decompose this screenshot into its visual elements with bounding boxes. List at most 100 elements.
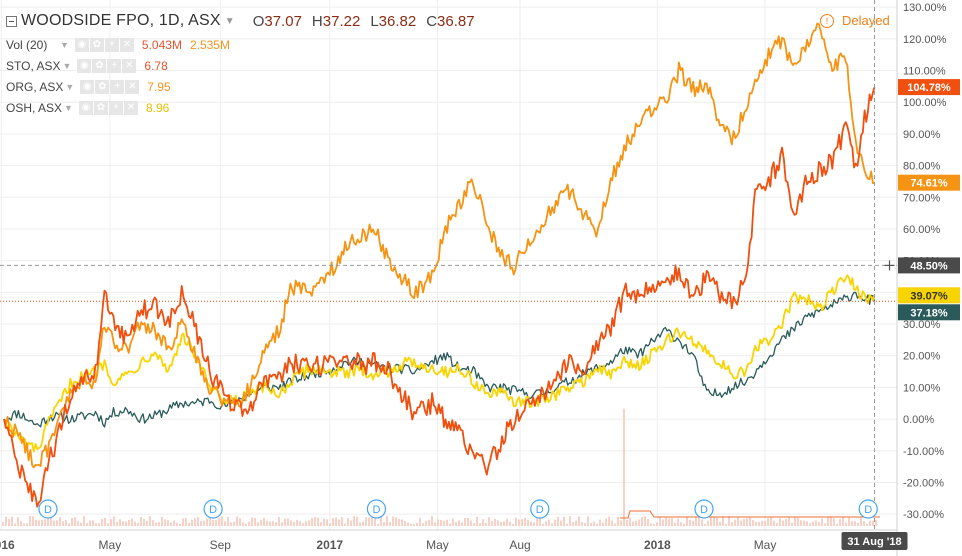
volume-bar [533, 522, 535, 526]
collapse-legend-icon[interactable] [6, 15, 17, 27]
price-badge-label: 104.78% [907, 82, 951, 94]
dividend-marker-label: D [700, 504, 708, 516]
eye-icon[interactable]: ◉ [77, 58, 92, 73]
volume-bar [818, 522, 820, 526]
volume-bar [404, 521, 406, 526]
series-line-sto[interactable] [3, 86, 876, 508]
volume-bar [149, 516, 151, 526]
close-icon[interactable]: ✕ [125, 79, 140, 94]
settings-icon[interactable]: ✿ [95, 79, 110, 94]
close-icon[interactable]: ✕ [122, 58, 137, 73]
dividend-marker-label: D [209, 504, 217, 516]
legend-row-value: 6.78 [144, 58, 168, 73]
volume-bar [497, 520, 499, 526]
plus-icon[interactable]: + [107, 58, 122, 73]
volume-bar [125, 521, 127, 526]
dividend-marker[interactable] [203, 499, 223, 519]
delayed-badge[interactable]: ! Delayed [820, 13, 890, 28]
volume-bar [578, 516, 580, 526]
volume-bar [143, 518, 145, 526]
volume-bar [686, 516, 688, 526]
settings-icon[interactable]: ✿ [89, 37, 104, 52]
volume-bar [362, 521, 364, 526]
volume-bar [704, 523, 706, 526]
settings-icon[interactable]: ✿ [92, 58, 107, 73]
main-symbol-row: WOODSIDE FPO, 1D, ASX ▼ O37.07 H37.22 L3… [6, 8, 485, 34]
volume-bar [488, 517, 490, 526]
series-line-osh[interactable] [3, 274, 876, 453]
volume-bar [245, 523, 247, 526]
x-tick-label: 2017 [316, 538, 343, 552]
volume-bar [539, 517, 541, 526]
dividend-marker-label: D [372, 504, 380, 516]
volume-bar [677, 518, 679, 526]
chevron-down-icon[interactable]: ▼ [60, 39, 69, 50]
volume-bar [467, 518, 469, 526]
plus-icon[interactable]: + [110, 79, 125, 94]
y-tick-label: 30.00% [903, 319, 941, 331]
volume-bar [86, 523, 88, 526]
volume-bar [566, 523, 568, 526]
volume-bar [803, 520, 805, 526]
volume-bar [755, 521, 757, 526]
eye-icon[interactable]: ◉ [80, 79, 95, 94]
volume-bar [155, 522, 157, 526]
dividend-marker[interactable] [38, 499, 58, 519]
volume-bar [710, 517, 712, 526]
volume-bar [593, 521, 595, 526]
volume-bar [836, 523, 838, 526]
volume-bar [659, 516, 661, 526]
legend-row[interactable]: ORG, ASX ▼ ◉ ✿ + ✕ 7.95 [6, 76, 485, 97]
chevron-down-icon[interactable]: ▼ [62, 60, 72, 71]
legend-row-name: STO, ASX [6, 58, 61, 73]
volume-bar [635, 520, 637, 526]
volume-bar [98, 523, 100, 526]
volume-bar [707, 520, 709, 526]
volume-bar [848, 517, 850, 526]
eye-icon[interactable]: ◉ [74, 37, 89, 52]
dividend-marker[interactable] [694, 499, 714, 519]
volume-bar [371, 516, 373, 526]
y-tick-label: 0.00% [903, 414, 934, 426]
chevron-down-icon[interactable]: ▼ [224, 15, 235, 27]
series-line-org[interactable] [3, 22, 875, 469]
ohlc-high-key: H [311, 12, 323, 30]
volume-bar [344, 523, 346, 526]
legend-row[interactable]: STO, ASX ▼ ◉ ✿ + ✕ 6.78 [6, 55, 485, 76]
volume-bar [638, 519, 640, 526]
price-badge [898, 79, 960, 96]
volume-bar [692, 521, 694, 526]
volume-bar [95, 523, 97, 526]
volume-bar [224, 521, 226, 526]
volume-bar [854, 521, 856, 526]
legend-row[interactable]: OSH, ASX ▼ ◉ ✿ + ✕ 8.96 [6, 97, 485, 118]
volume-bar [131, 518, 133, 526]
dividend-marker[interactable] [366, 499, 387, 519]
plus-icon[interactable]: + [104, 37, 119, 52]
series-line-wpl[interactable] [3, 291, 876, 428]
legend-row[interactable]: Vol (20) ▼ ◉ ✿ + ✕ 5.043M 2.535M [6, 34, 485, 55]
volume-bar [206, 518, 208, 526]
close-icon[interactable]: ✕ [119, 37, 134, 52]
settings-icon[interactable]: ✿ [93, 100, 108, 115]
chevron-down-icon[interactable]: ▼ [65, 81, 75, 92]
volume-bar [221, 516, 223, 526]
volume-bar [731, 522, 733, 526]
x-tick-label: May [99, 538, 122, 552]
volume-bar [332, 518, 334, 526]
chevron-down-icon[interactable]: ▼ [64, 102, 73, 113]
plus-icon[interactable]: + [108, 100, 123, 115]
volume-bar [851, 521, 853, 526]
close-icon[interactable]: ✕ [123, 100, 138, 115]
volume-bar [782, 520, 784, 526]
eye-icon[interactable]: ◉ [78, 100, 93, 115]
dividend-marker[interactable] [858, 499, 878, 519]
main-symbol[interactable]: WOODSIDE FPO, 1D, ASX [21, 12, 221, 29]
volume-bar [575, 520, 577, 526]
volume-bar [170, 522, 172, 526]
y-tick-label: 70.00% [903, 192, 941, 204]
volume-bar [503, 521, 505, 526]
dividend-marker[interactable] [530, 499, 550, 519]
volume-bar [863, 521, 865, 526]
